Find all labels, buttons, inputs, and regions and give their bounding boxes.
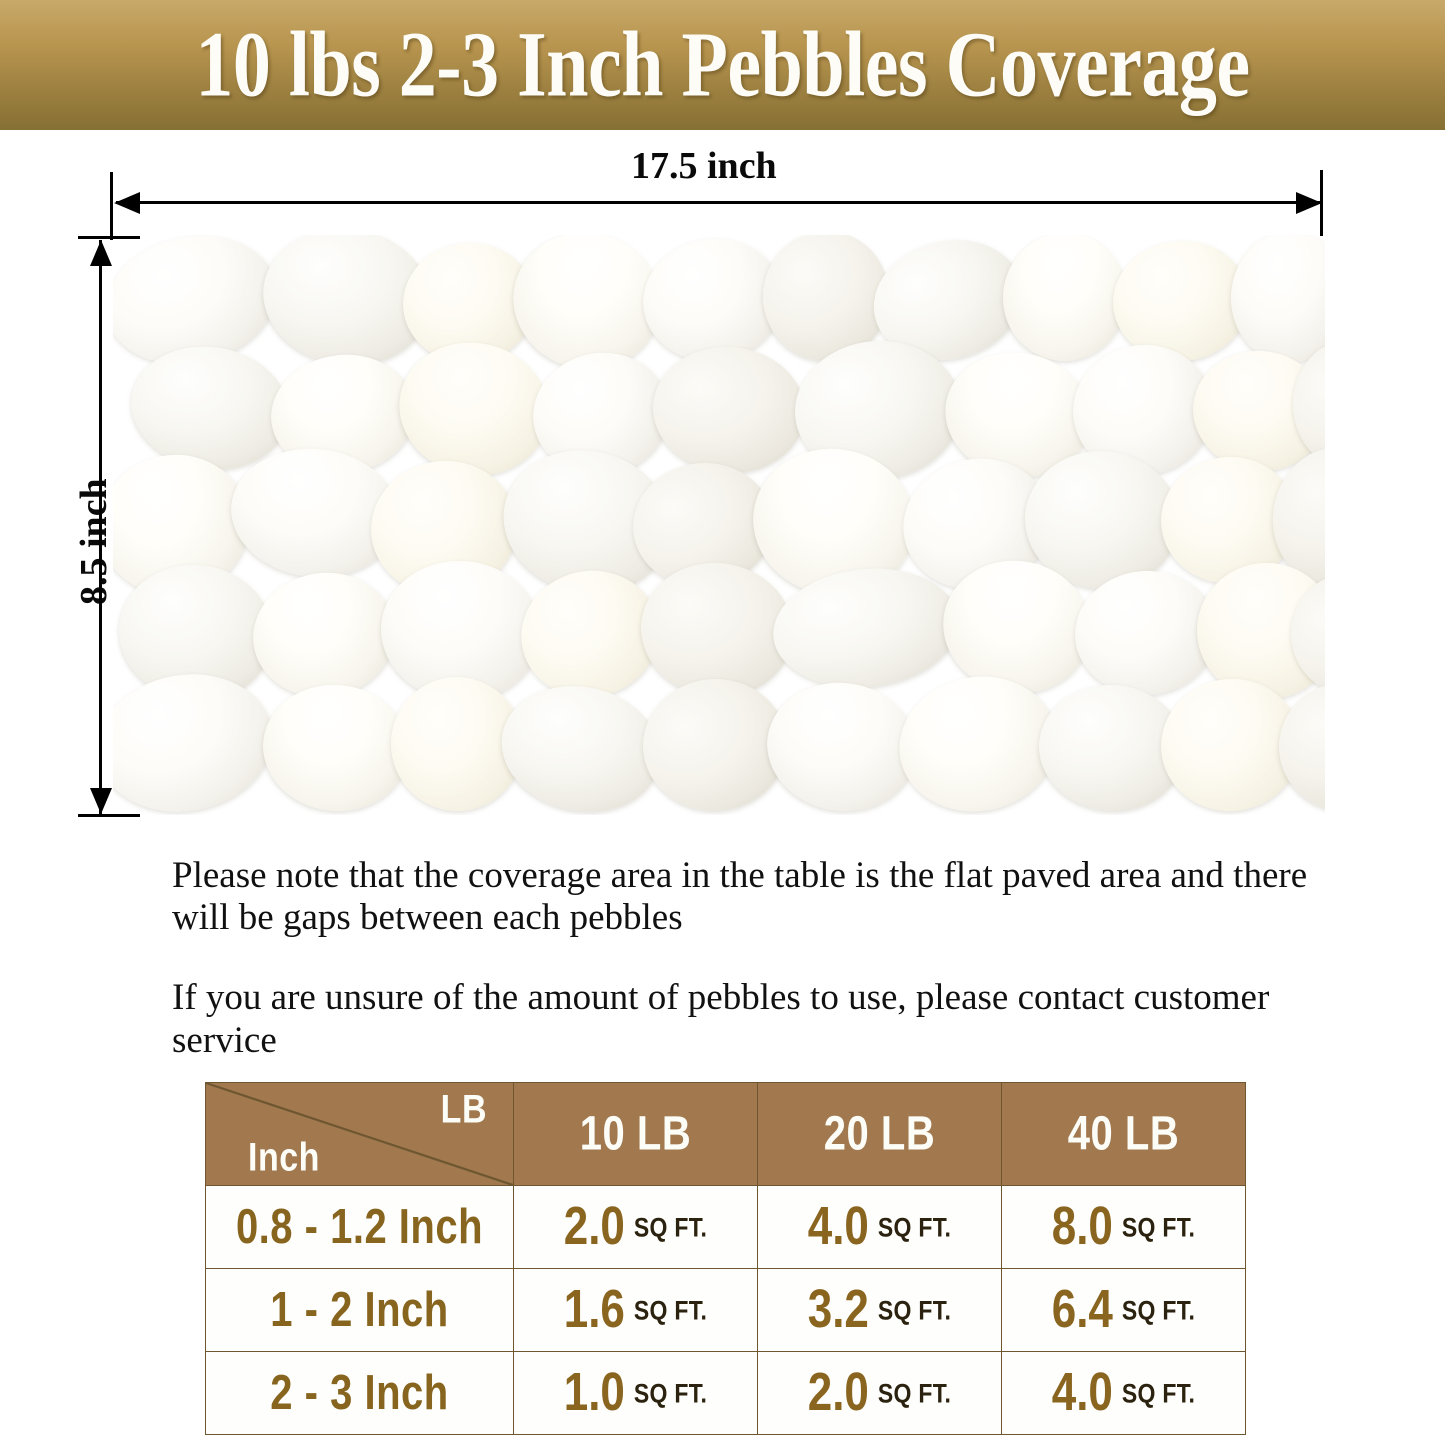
table-cell: 2.0 SQ FT. [757,1351,1002,1435]
row-size-label: 1 - 2 Inch [205,1268,514,1352]
table-col-header-10lb-text: 10 LB [579,1107,692,1160]
table-col-header-20lb-text: 20 LB [823,1107,936,1160]
row-size-label-text: 0.8 - 1.2 Inch [235,1199,484,1254]
row-size-label: 2 - 3 Inch [205,1351,514,1435]
cell-value: 4.0 [807,1196,869,1257]
row-size-label-text: 2 - 3 Inch [270,1365,449,1420]
cell-value: 3.2 [807,1279,869,1340]
width-dim-line [116,201,1322,204]
cell-unit: SQ FT. [633,1294,708,1325]
width-dim-arrow-left [114,191,140,214]
cell-unit: SQ FT. [1121,1211,1196,1242]
note-coverage-area: Please note that the coverage area in th… [172,855,1308,939]
notes-block: Please note that the coverage area in th… [172,855,1312,1062]
pebbles-photo [113,235,1325,815]
table-cell: 8.0 SQ FT. [1001,1185,1246,1269]
table-row: 0.8 - 1.2 Inch 2.0 SQ FT. 4.0 SQ FT. 8.0 SQ… [205,1185,1246,1269]
table-col-header-40lb-text: 40 LB [1067,1107,1180,1160]
table-corner-col-label: LB [440,1087,487,1132]
height-dim-arrow-up [89,240,112,266]
width-dimension-label: 17.5 inch [631,145,777,187]
table-col-header-10lb: 10 LB [513,1082,758,1186]
row-size-label-text: 1 - 2 Inch [270,1282,449,1337]
cell-value: 4.0 [1051,1362,1113,1423]
cell-unit: SQ FT. [877,1377,952,1408]
cell-value: 2.0 [563,1196,625,1257]
table-col-header-40lb: 40 LB [1001,1082,1246,1186]
table-row: 2 - 3 Inch 1.0 SQ FT. 2.0 SQ FT. 4.0 SQ FT. [205,1351,1246,1435]
table-cell: 1.6 SQ FT. [513,1268,758,1352]
cell-value: 1.6 [563,1279,625,1340]
table-cell: 6.4 SQ FT. [1001,1268,1246,1352]
cell-unit: SQ FT. [877,1211,952,1242]
cell-unit: SQ FT. [633,1377,708,1408]
page-title: 10 lbs 2-3 Inch Pebbles Coverage [0,19,1445,112]
height-dim-arrow-down [89,788,112,814]
page-title-text: 10 lbs 2-3 Inch Pebbles Coverage [195,13,1250,117]
table-col-header-20lb: 20 LB [757,1082,1002,1186]
table-header-row: LB Inch 10 LB 20 LB 40 LB [205,1082,1246,1186]
cell-value: 2.0 [807,1362,869,1423]
note-contact-support: If you are unsure of the amount of pebbl… [172,977,1270,1061]
table-corner-row-label: Inch [248,1134,320,1180]
table-cell: 4.0 SQ FT. [757,1185,1002,1269]
table-row: 1 - 2 Inch 1.6 SQ FT. 3.2 SQ FT. 6.4 SQ FT. [205,1268,1246,1352]
header-banner: 10 lbs 2-3 Inch Pebbles Coverage [0,0,1445,130]
cell-value: 8.0 [1051,1196,1113,1257]
coverage-diagram: 17.5 inch 8.5 inch [0,130,1445,840]
coverage-table: LB Inch 10 LB 20 LB 40 LB 0.8 - 1.2 Inch… [205,1082,1246,1435]
table-cell: 3.2 SQ FT. [757,1268,1002,1352]
cell-value: 6.4 [1051,1279,1113,1340]
width-dim-left-tick [110,172,113,240]
row-size-label: 0.8 - 1.2 Inch [205,1185,514,1269]
height-dim-line [99,240,102,814]
cell-unit: SQ FT. [1121,1294,1196,1325]
table-corner-cell: LB Inch [205,1082,514,1186]
table-cell: 2.0 SQ FT. [513,1185,758,1269]
cell-unit: SQ FT. [877,1294,952,1325]
height-dimension-label: 8.5 inch [73,478,115,605]
cell-unit: SQ FT. [633,1211,708,1242]
table-cell: 4.0 SQ FT. [1001,1351,1246,1435]
height-dim-top-tick [78,236,140,239]
cell-value: 1.0 [563,1362,625,1423]
cell-unit: SQ FT. [1121,1377,1196,1408]
width-dim-arrow-right [1296,191,1322,214]
table-cell: 1.0 SQ FT. [513,1351,758,1435]
height-dim-bottom-tick [78,814,140,817]
